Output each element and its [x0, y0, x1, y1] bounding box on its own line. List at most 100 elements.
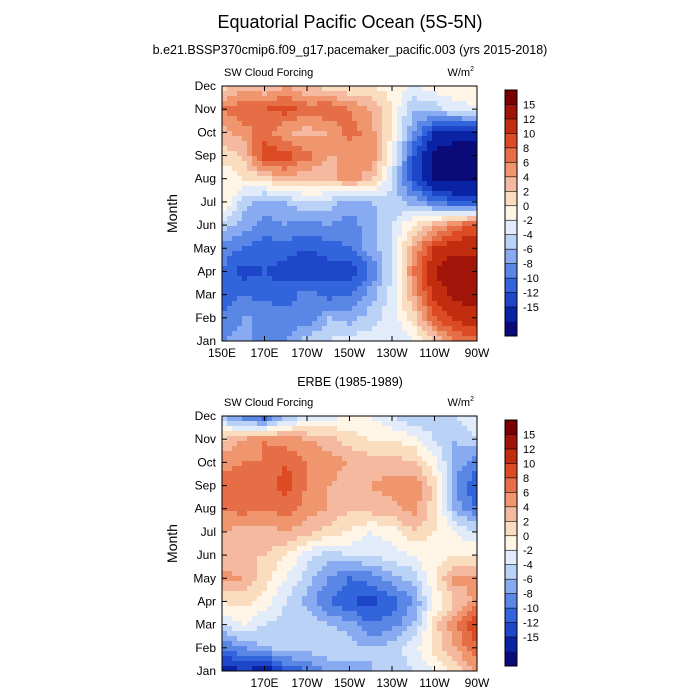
- heatmap-cell: [242, 236, 248, 242]
- heatmap-cell: [267, 231, 273, 237]
- heatmap-cell: [232, 571, 238, 577]
- heatmap-cell: [272, 306, 278, 312]
- heatmap-cell: [387, 611, 393, 617]
- heatmap-cell: [387, 541, 393, 547]
- heatmap-cell: [307, 521, 313, 527]
- heatmap-cell: [332, 586, 338, 592]
- heatmap-cell: [357, 591, 363, 597]
- heatmap-cell: [412, 516, 418, 522]
- heatmap-cell: [247, 156, 253, 162]
- heatmap-cell: [427, 586, 433, 592]
- heatmap-cell: [242, 176, 248, 182]
- heatmap-cell: [297, 441, 303, 447]
- heatmap-cell: [282, 531, 288, 537]
- heatmap-cell: [422, 261, 428, 267]
- heatmap-cell: [357, 531, 363, 537]
- heatmap-cell: [362, 496, 368, 502]
- heatmap-cell: [372, 101, 378, 107]
- heatmap-cell: [262, 306, 268, 312]
- heatmap-cell: [252, 441, 258, 447]
- heatmap-cell: [397, 481, 403, 487]
- heatmap-cell: [292, 526, 298, 532]
- heatmap-cell: [377, 291, 383, 297]
- heatmap-cell: [422, 196, 428, 202]
- heatmap-cell: [257, 336, 263, 342]
- y-tick-label: Jun: [197, 218, 216, 232]
- heatmap-cell: [377, 241, 383, 247]
- heatmap-cell: [457, 591, 463, 597]
- heatmap-cell: [467, 551, 473, 557]
- heatmap-cell: [382, 231, 388, 237]
- heatmap-cell: [267, 276, 273, 282]
- heatmap-cell: [372, 541, 378, 547]
- heatmap-cell: [417, 331, 423, 337]
- heatmap-cell: [247, 291, 253, 297]
- heatmap-cell: [262, 601, 268, 607]
- heatmap-cell: [382, 311, 388, 317]
- heatmap-cell: [222, 206, 228, 212]
- heatmap-cell: [377, 331, 383, 337]
- heatmap-cell: [407, 461, 413, 467]
- heatmap-cell: [422, 91, 428, 97]
- heatmap-cell: [462, 481, 468, 487]
- heatmap-cell: [422, 281, 428, 287]
- heatmap-cell: [397, 451, 403, 457]
- heatmap-cell: [312, 116, 318, 122]
- heatmap-cell: [327, 241, 333, 247]
- heatmap-cell: [352, 536, 358, 542]
- heatmap-cell: [302, 451, 308, 457]
- heatmap-cell: [442, 431, 448, 437]
- heatmap-cell: [382, 276, 388, 282]
- heatmap-cell: [467, 326, 473, 332]
- heatmap-cell: [247, 446, 253, 452]
- heatmap-cell: [452, 416, 458, 422]
- heatmap-cell: [332, 91, 338, 97]
- heatmap-cell: [272, 281, 278, 287]
- heatmap-cell: [242, 521, 248, 527]
- heatmap-cell: [302, 586, 308, 592]
- heatmap-cell: [467, 176, 473, 182]
- heatmap-cell: [257, 101, 263, 107]
- heatmap-cell: [237, 606, 243, 612]
- heatmap-cell: [282, 561, 288, 567]
- heatmap-cell: [352, 471, 358, 477]
- heatmap-cell: [267, 101, 273, 107]
- heatmap-cell: [377, 306, 383, 312]
- heatmap-cell: [272, 246, 278, 252]
- heatmap-cell: [327, 251, 333, 257]
- heatmap-cell: [277, 246, 283, 252]
- heatmap-cell: [342, 521, 348, 527]
- heatmap-cell: [467, 236, 473, 242]
- heatmap-cell: [402, 151, 408, 157]
- heatmap-cell: [312, 606, 318, 612]
- heatmap-cell: [422, 486, 428, 492]
- heatmap-cell: [372, 461, 378, 467]
- heatmap-cell: [427, 571, 433, 577]
- heatmap-cell: [392, 456, 398, 462]
- heatmap-cell: [357, 181, 363, 187]
- heatmap-cell: [392, 181, 398, 187]
- heatmap-cell: [227, 491, 233, 497]
- heatmap-cell: [357, 451, 363, 457]
- heatmap-cell: [342, 461, 348, 467]
- heatmap-cell: [287, 506, 293, 512]
- heatmap-cell: [447, 91, 453, 97]
- heatmap-cell: [322, 636, 328, 642]
- heatmap-cell: [262, 221, 268, 227]
- heatmap-cell: [302, 621, 308, 627]
- heatmap-cell: [332, 336, 338, 342]
- heatmap-cell: [392, 516, 398, 522]
- heatmap-cell: [252, 266, 258, 272]
- heatmap-cell: [447, 301, 453, 307]
- heatmap-cell: [392, 441, 398, 447]
- heatmap-cell: [412, 546, 418, 552]
- heatmap-cell: [287, 451, 293, 457]
- heatmap-cell: [252, 131, 258, 137]
- heatmap-cell: [402, 146, 408, 152]
- heatmap-cell: [227, 246, 233, 252]
- heatmap-cell: [317, 226, 323, 232]
- heatmap-cell: [322, 551, 328, 557]
- heatmap-cell: [407, 586, 413, 592]
- heatmap-cell: [232, 471, 238, 477]
- heatmap-cell: [417, 141, 423, 147]
